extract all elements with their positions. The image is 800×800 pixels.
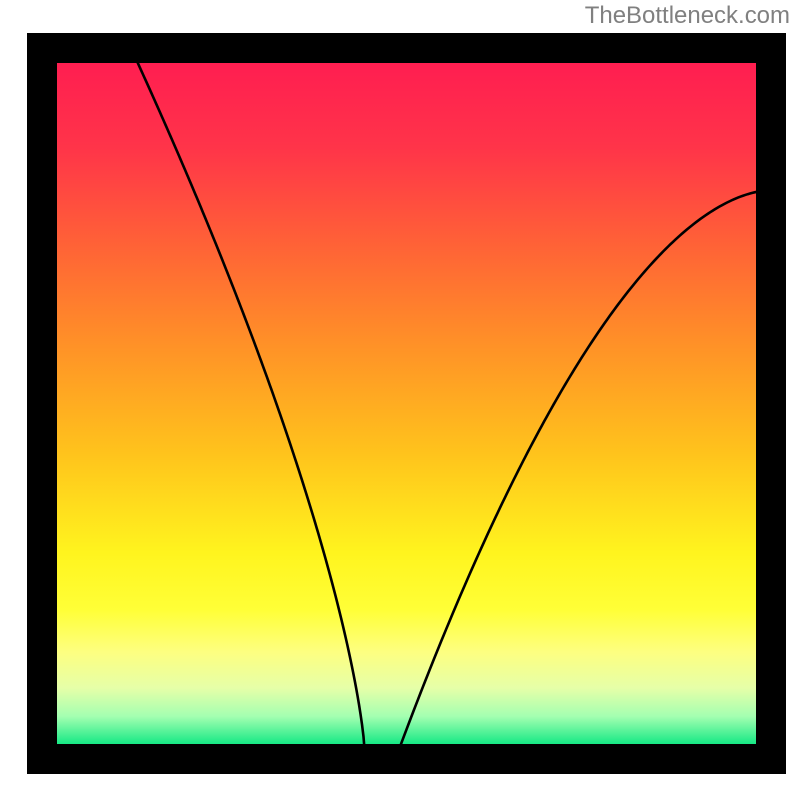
gradient-background — [42, 48, 771, 759]
chart-container: TheBottleneck.com — [0, 0, 800, 800]
bottleneck-curve-chart — [0, 0, 800, 800]
watermark-text: TheBottleneck.com — [585, 0, 790, 32]
